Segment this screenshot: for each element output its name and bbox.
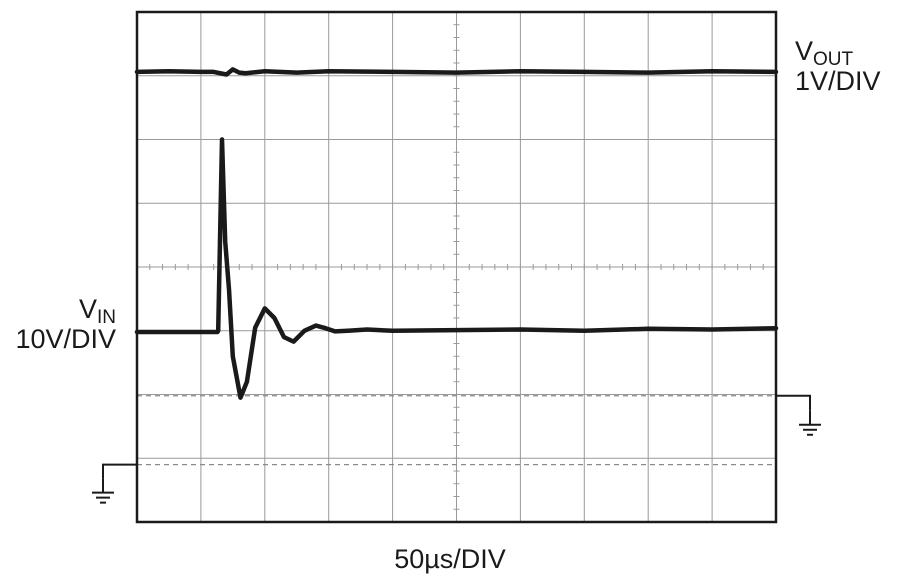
trace-point-vout: [212, 70, 215, 74]
trace-point-vout: [583, 70, 586, 74]
trace-point-vout: [238, 71, 241, 74]
vin-channel-label: VIN 10V/DIV: [15, 294, 116, 354]
trace-point-vin: [224, 240, 227, 243]
timebase-label: 50µs/DIV: [394, 544, 506, 574]
ground-icon-vout: [799, 410, 821, 436]
vin-name: V: [78, 294, 97, 324]
trace-point-vin: [519, 328, 522, 331]
trace-point-vin: [583, 329, 586, 332]
trace-point-vin: [391, 329, 394, 332]
trace-point-vin: [282, 335, 286, 339]
trace-point-vin: [231, 355, 234, 358]
vin-scale: 10V/DIV: [15, 324, 116, 354]
trace-point-vout: [327, 70, 330, 73]
plot-frame: [135, 10, 778, 524]
trace-point-vout: [519, 70, 522, 73]
vout-name: V: [795, 36, 814, 66]
trace-vout: [134, 67, 779, 77]
ground-lead-vin: [102, 463, 137, 479]
trace-point-vin: [333, 330, 337, 333]
vout-scale: 1V/DIV: [795, 66, 881, 96]
trace-point-vin: [314, 324, 318, 327]
trace-point-vin: [227, 288, 231, 291]
trace-point-vout: [295, 71, 298, 74]
vout-channel-label: VOUT 1V/DIV: [795, 36, 881, 96]
trace-point-vin: [324, 327, 327, 330]
ground-icon-vin: [92, 478, 114, 504]
center-axis-ticks: [149, 24, 764, 510]
trace-point-vin: [217, 329, 220, 332]
trace-point-vout: [167, 70, 171, 73]
trace-point-vout: [244, 72, 247, 75]
trace-point-vout: [225, 73, 228, 76]
trace-point-vin: [263, 307, 266, 310]
trace-point-vin: [647, 327, 650, 330]
trace-point-vout: [391, 70, 394, 74]
trace-point-vin: [710, 328, 714, 331]
trace-point-vout: [263, 70, 266, 73]
vin-name-subscript: IN: [97, 307, 116, 328]
trace-point-vout: [199, 70, 203, 74]
ground-lead-vout: [776, 394, 811, 411]
trace-point-vin: [292, 340, 295, 343]
vout-name-subscript: OUT: [813, 49, 854, 70]
trace-point-vout: [231, 68, 234, 71]
trace-point-vout: [647, 71, 650, 74]
trace-point-vin: [273, 316, 276, 320]
trace-point-vout: [455, 71, 458, 74]
trace-point-vin: [455, 328, 458, 332]
trace-point-vin: [303, 329, 306, 332]
trace-point-vout: [710, 70, 714, 73]
trace-point-vin: [245, 380, 249, 383]
trace-point-vin: [254, 326, 257, 329]
ground-markers: [92, 394, 821, 504]
trace-point-vin: [365, 328, 369, 331]
trace-point-vin: [346, 329, 350, 332]
trace-point-vin: [220, 138, 224, 141]
trace-point-vin: [239, 396, 242, 399]
